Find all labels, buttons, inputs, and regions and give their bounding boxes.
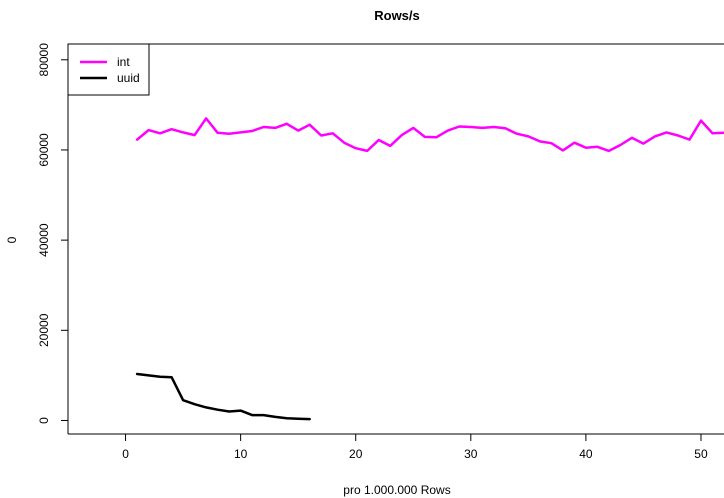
data-point-int xyxy=(251,130,253,132)
data-point-int xyxy=(343,142,345,144)
chart-title: Rows/s xyxy=(374,8,420,23)
data-point-uuid xyxy=(205,406,207,408)
series-layer xyxy=(135,117,724,421)
data-point-uuid xyxy=(286,417,288,419)
data-point-uuid xyxy=(194,403,196,405)
x-tick-label: 40 xyxy=(579,447,593,461)
data-point-int xyxy=(631,137,633,139)
data-point-uuid xyxy=(309,418,311,420)
data-point-int xyxy=(355,147,357,149)
data-point-int xyxy=(240,131,242,133)
data-point-int xyxy=(424,136,426,138)
x-tick-label: 20 xyxy=(349,447,363,461)
data-point-uuid xyxy=(171,376,173,378)
x-tick-label: 50 xyxy=(694,447,708,461)
y-tick-label: 40000 xyxy=(37,223,51,257)
y-axis-label: 0 xyxy=(5,236,19,243)
data-point-int xyxy=(700,120,702,122)
data-point-int xyxy=(665,131,668,133)
data-point-uuid xyxy=(159,376,161,378)
data-point-int xyxy=(194,134,196,136)
data-point-uuid xyxy=(182,399,184,401)
data-point-int xyxy=(619,144,622,146)
data-point-uuid xyxy=(263,414,265,416)
data-point-int xyxy=(447,130,449,132)
legend-label-uuid: uuid xyxy=(117,71,140,85)
data-point-int xyxy=(401,134,403,136)
data-point-uuid xyxy=(148,374,150,376)
data-point-int xyxy=(378,139,380,141)
data-point-int xyxy=(711,132,714,134)
y-tick-label: 0 xyxy=(37,417,51,424)
x-tick-label: 0 xyxy=(122,447,129,461)
data-point-int xyxy=(539,140,541,142)
data-point-uuid xyxy=(251,414,253,416)
y-tick-label: 80000 xyxy=(37,43,51,77)
data-point-int xyxy=(608,150,610,152)
data-point-int xyxy=(320,134,322,137)
data-point-int xyxy=(562,149,564,151)
data-point-uuid xyxy=(136,373,138,375)
data-point-int xyxy=(642,143,645,145)
series-line-int xyxy=(135,117,724,153)
data-point-int xyxy=(286,123,288,125)
legend-label-int: int xyxy=(117,55,130,69)
data-point-int xyxy=(274,127,276,129)
data-point-int xyxy=(366,150,368,152)
data-point-int xyxy=(481,127,483,129)
series-line-uuid xyxy=(135,372,311,421)
data-point-int xyxy=(527,135,530,137)
data-point-int xyxy=(493,126,495,128)
data-point-int xyxy=(148,129,150,131)
data-point-int xyxy=(228,133,230,135)
data-point-int xyxy=(573,142,576,144)
data-point-int xyxy=(516,133,518,135)
data-point-uuid xyxy=(217,409,219,411)
legend-box xyxy=(67,43,150,96)
data-point-int xyxy=(297,130,299,132)
data-point-int xyxy=(470,126,472,128)
data-point-uuid xyxy=(297,418,299,420)
data-point-int xyxy=(412,127,414,129)
data-point-int xyxy=(458,125,460,128)
data-point-int xyxy=(550,142,553,144)
data-point-int xyxy=(332,132,334,134)
data-point-uuid xyxy=(228,410,230,413)
data-point-int xyxy=(654,135,656,137)
x-tick-label: 10 xyxy=(234,447,248,461)
x-tick-label: 30 xyxy=(464,447,478,461)
data-point-int xyxy=(677,134,679,137)
legend: int uuid xyxy=(67,43,150,96)
data-point-uuid xyxy=(274,416,276,418)
data-point-int xyxy=(136,139,138,141)
data-point-uuid xyxy=(240,410,242,412)
data-point-int xyxy=(182,131,184,133)
data-point-int xyxy=(159,132,161,134)
data-point-int xyxy=(263,126,265,128)
y-tick-label: 60000 xyxy=(37,133,51,167)
data-point-int xyxy=(688,139,691,141)
data-point-int xyxy=(171,128,173,130)
data-point-int xyxy=(217,132,219,134)
data-point-int xyxy=(504,127,506,129)
data-point-int xyxy=(435,136,437,138)
y-tick-label: 20000 xyxy=(37,313,51,347)
data-point-int xyxy=(389,145,391,147)
data-point-int xyxy=(205,117,207,119)
data-point-int xyxy=(585,147,587,149)
x-axis-label: pro 1.000.000 Rows xyxy=(343,483,450,497)
data-point-int xyxy=(309,124,311,126)
data-point-int xyxy=(596,146,599,148)
